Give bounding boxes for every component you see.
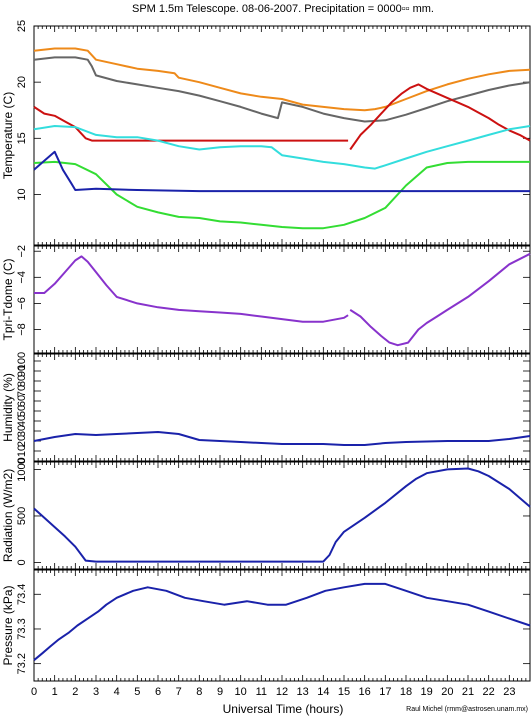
series-line-tpri-tdome-0 — [34, 255, 349, 323]
y-tick-label: 73.3 — [16, 618, 28, 639]
x-tick-label: 10 — [235, 686, 247, 698]
x-tick-label: 8 — [196, 686, 202, 698]
x-tick-label: 19 — [421, 686, 433, 698]
x-tick-label: 0 — [31, 686, 37, 698]
y-tick-label: 30 — [16, 425, 28, 437]
x-tick-label: 18 — [400, 686, 412, 698]
y-axis-label: Pressure (kPa) — [1, 585, 15, 665]
y-tick-label: −8 — [16, 323, 28, 336]
y-tick-label: 50 — [16, 405, 28, 417]
panel-temperature: 10 15 20 25 Temperature (C) — [1, 20, 531, 246]
plot-frame — [33, 569, 531, 682]
x-axis-label: Universal Time (hours) — [223, 702, 344, 716]
x-tick-label: 4 — [114, 686, 120, 698]
series-line-temperature-2 — [33, 106, 349, 142]
x-tick-label: 1 — [52, 686, 58, 698]
y-tick-label: 73.2 — [16, 653, 28, 674]
x-tick-label: 17 — [379, 686, 391, 698]
y-tick-label: −4 — [16, 271, 28, 284]
series-line-temperature-0 — [33, 47, 531, 112]
x-tick-label: 3 — [93, 686, 99, 698]
chart-title: SPM 1.5m Telescope. 08-06-2007. Precipit… — [132, 3, 434, 15]
x-tick-label: 13 — [297, 686, 309, 698]
x-tick-label: 12 — [276, 686, 288, 698]
series-line-temperature-3 — [349, 83, 531, 151]
y-tick-label: 73.4 — [16, 584, 28, 605]
y-tick-label: 20 — [16, 435, 28, 447]
y-tick-label: −6 — [16, 297, 28, 310]
x-tick-label: 9 — [217, 686, 223, 698]
y-axis-label: Temperature (C) — [1, 92, 15, 179]
x-tick-label: 11 — [256, 686, 267, 698]
x-tick-label: 20 — [441, 686, 453, 698]
series-line-temperature-6 — [33, 150, 530, 193]
y-tick-label: −2 — [16, 245, 28, 258]
y-tick-label: 15 — [16, 132, 28, 144]
x-tick-label: 15 — [338, 686, 350, 698]
y-axis-label: Tpri-Tdome (C) — [1, 258, 15, 340]
x-tick-label: 22 — [483, 686, 495, 698]
x-tick-label: 23 — [503, 686, 515, 698]
series-line-temperature-1 — [33, 56, 531, 123]
credit-text: Raul Michel (rmm@astrosen.unam.mx) — [406, 706, 528, 713]
y-tick-label: 0 — [16, 458, 28, 464]
y-tick-label: 80 — [16, 375, 28, 387]
x-tick-label: 2 — [72, 686, 78, 698]
y-tick-label: 1000 — [16, 457, 28, 481]
series-line-humidity-0 — [33, 431, 531, 446]
x-tick-label: 21 — [462, 686, 474, 698]
x-tick-label: 6 — [155, 686, 161, 698]
y-tick-label: 40 — [16, 415, 28, 427]
x-tick-label: 14 — [317, 686, 329, 698]
y-tick-label: 10 — [16, 188, 28, 200]
plot-frame — [33, 461, 531, 570]
series-line-tpri-tdome-1 — [349, 252, 531, 347]
y-tick-label: 10 — [16, 445, 28, 457]
series-line-temperature-5 — [33, 160, 530, 230]
x-tick-label: 7 — [176, 686, 182, 698]
y-tick-label: 60 — [16, 395, 28, 407]
y-tick-label: 0 — [16, 559, 28, 565]
y-axis-label: Radiation (W/m2) — [1, 469, 15, 562]
y-tick-label: 70 — [16, 385, 28, 397]
plot-frame — [33, 245, 531, 354]
series-line-temperature-4 — [33, 125, 531, 170]
series-line-pressure-0 — [33, 582, 531, 661]
y-axis-label: Humidity (%) — [1, 373, 15, 442]
x-tick-label: 5 — [134, 686, 140, 698]
y-tick-label: 20 — [16, 76, 28, 88]
y-tick-label: 500 — [16, 507, 28, 525]
series-line-radiation-0 — [33, 467, 531, 563]
y-tick-label: 100 — [16, 352, 28, 370]
y-tick-label: 25 — [16, 20, 28, 32]
x-tick-label: 16 — [359, 686, 371, 698]
y-tick-label: 90 — [16, 365, 28, 377]
